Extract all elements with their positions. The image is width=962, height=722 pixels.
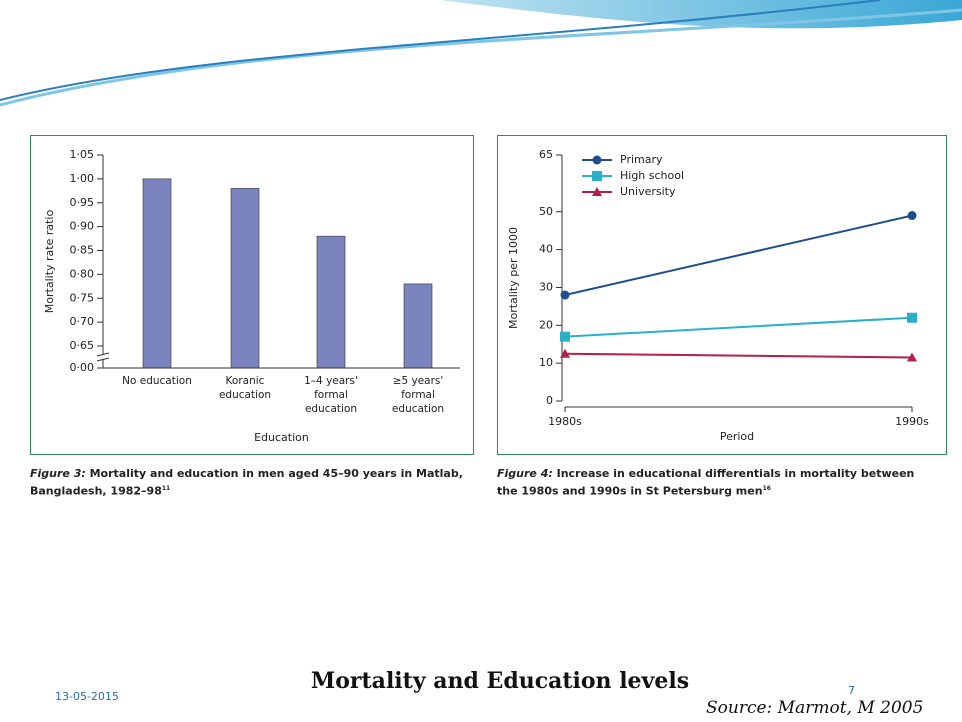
legend-label: Primary — [620, 153, 663, 166]
caption-text: Mortality and education in men aged 45–9… — [30, 467, 463, 498]
source: Source: Marmot, M 2005 — [706, 698, 924, 718]
x-axis-label: Period — [720, 430, 754, 443]
y-tick-label: 0·90 — [70, 220, 95, 233]
x-axis-label: Education — [254, 431, 309, 444]
chart: 0 10 20 30 40 50 65 Mortality per 1000 1980s 1990… — [507, 148, 929, 443]
bar — [403, 283, 433, 369]
page-number: 7 — [848, 684, 855, 697]
bar — [230, 188, 260, 369]
y-tick-label: 0·70 — [70, 315, 95, 328]
x-tick-label: No education — [122, 375, 192, 387]
point — [907, 211, 917, 221]
caption: Figure 4: Increase in educational differ… — [497, 466, 937, 499]
caption-label: Figure 3: — [30, 467, 86, 480]
legend-marker — [592, 155, 602, 165]
header-wave — [0, 0, 962, 110]
chart: 0·00 0·65 0·70 0·75 0·80 0·85 0·90 0·95 1·00 1·05… — [43, 148, 460, 444]
legend-label: University — [620, 185, 676, 198]
bar — [316, 235, 346, 369]
y-tick-label: 0·65 — [70, 339, 95, 352]
y-tick-label: 0·85 — [70, 244, 95, 257]
point — [907, 352, 917, 362]
slide-date: 13-05-2015 — [55, 690, 119, 703]
chart-frame — [30, 135, 474, 455]
point — [907, 312, 917, 323]
y-tick-label: 20 — [539, 318, 553, 331]
legend-marker — [592, 171, 602, 181]
y-tick-label: 10 — [539, 356, 553, 369]
y-tick-label: 40 — [539, 243, 553, 256]
series-line — [564, 352, 913, 359]
y-tick-label: 50 — [539, 205, 553, 218]
legend-label: High school — [620, 169, 684, 182]
caption-text: Increase in educational differentials in… — [497, 467, 915, 498]
y-axis-label: Mortality rate ratio — [43, 210, 56, 314]
y-tick-label: 0·00 — [70, 361, 95, 374]
y-tick-label: 0 — [546, 394, 553, 407]
x-tick-label: 1990s — [895, 415, 929, 428]
y-axis-label: Mortality per 1000 — [507, 227, 520, 329]
y-tick-label: 0·80 — [70, 267, 95, 280]
caption: Figure 3: Mortality and education in men… — [30, 466, 470, 499]
legend-marker — [592, 187, 602, 196]
axis-break — [96, 357, 110, 362]
y-tick-label: 30 — [539, 280, 553, 293]
caption-ref: 11 — [161, 485, 171, 492]
slide-title: Mortality and Education levels — [310, 668, 690, 694]
caption-ref: 16 — [762, 485, 771, 492]
point — [560, 290, 570, 300]
y-tick-label: 1·05 — [70, 148, 95, 161]
x-tick-label: 1–4 years' formal education — [304, 375, 358, 415]
axis-break — [97, 354, 109, 360]
x-tick-label: Koranic education — [218, 375, 272, 401]
bar — [142, 178, 172, 369]
x-tick-label: ≥5 years' formal education — [391, 375, 445, 415]
y-tick-label: 65 — [539, 148, 553, 161]
point — [560, 348, 570, 358]
y-tick-label: 0·75 — [70, 291, 95, 304]
y-tick-label: 0·95 — [70, 196, 95, 209]
y-tick-label: 1·00 — [70, 172, 95, 185]
series-line — [564, 214, 913, 297]
axis-break — [96, 352, 110, 357]
x-tick-label: 1980s — [548, 415, 582, 428]
series-line — [564, 316, 913, 338]
point — [560, 331, 570, 342]
chart-frame — [497, 135, 947, 455]
caption-label: Figure 4: — [497, 467, 553, 480]
